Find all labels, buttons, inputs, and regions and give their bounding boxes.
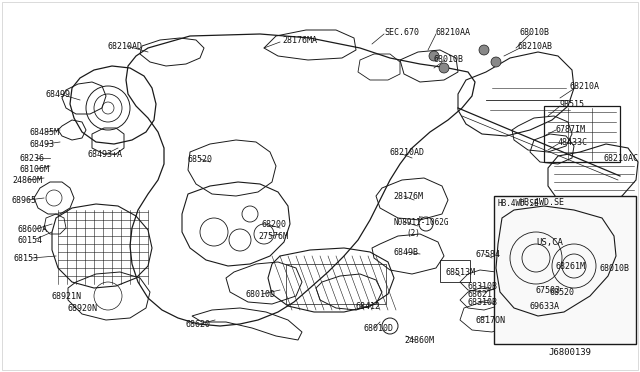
Text: 68965: 68965 (12, 196, 37, 205)
Text: 98515: 98515 (560, 100, 585, 109)
Text: 68485M: 68485M (30, 128, 60, 137)
Circle shape (491, 57, 501, 67)
Text: 68520: 68520 (188, 155, 213, 164)
Text: 67584: 67584 (476, 250, 501, 259)
Text: 68210AC: 68210AC (604, 154, 639, 163)
Text: 68210AA: 68210AA (436, 28, 471, 37)
Text: 68520: 68520 (550, 288, 575, 297)
Text: SEC.670: SEC.670 (384, 28, 419, 37)
Text: 68310B: 68310B (468, 298, 498, 307)
Text: 24860M: 24860M (404, 336, 434, 345)
Text: N08911-1062G: N08911-1062G (394, 218, 449, 227)
Text: 68620: 68620 (185, 320, 210, 329)
Text: 68106M: 68106M (20, 165, 50, 174)
Text: 68210AB: 68210AB (517, 42, 552, 51)
Text: 68010B: 68010B (434, 55, 464, 64)
Text: HB.4WD.SE: HB.4WD.SE (498, 199, 540, 208)
Text: (2): (2) (406, 229, 420, 238)
Text: 68236: 68236 (20, 154, 45, 163)
Text: 68200: 68200 (262, 220, 287, 229)
Bar (494, 196, 636, 344)
Text: 68261M: 68261M (555, 262, 585, 271)
Text: 27576M: 27576M (258, 232, 288, 241)
Text: 68210AD: 68210AD (390, 148, 425, 157)
Text: 67503: 67503 (536, 286, 561, 295)
Text: 6817ON: 6817ON (476, 316, 506, 325)
Text: 68513M: 68513M (445, 268, 475, 277)
Text: 68010D: 68010D (364, 324, 394, 333)
Text: 68153: 68153 (14, 254, 39, 263)
Bar (504, 276, 512, 284)
Text: 68310B: 68310B (468, 282, 498, 291)
Text: 68621: 68621 (468, 290, 493, 299)
Text: US,CA: US,CA (536, 238, 563, 247)
Text: 48433C: 48433C (558, 138, 588, 147)
Text: 68010B: 68010B (600, 264, 630, 273)
Text: 68010B: 68010B (520, 28, 550, 37)
Text: 6849B: 6849B (394, 248, 419, 257)
Text: HB.4WD.SE: HB.4WD.SE (520, 198, 565, 207)
Text: 68210AD: 68210AD (107, 42, 142, 51)
Text: 24860M: 24860M (12, 176, 42, 185)
Text: 68210A: 68210A (570, 82, 600, 91)
Text: 6787IM: 6787IM (555, 125, 585, 134)
Text: 68600A: 68600A (18, 225, 48, 234)
Bar (524, 230, 612, 272)
Text: 68010D: 68010D (246, 290, 276, 299)
Text: 68499: 68499 (46, 90, 71, 99)
Text: 68920N: 68920N (68, 304, 98, 313)
Text: N: N (419, 216, 423, 221)
Circle shape (479, 45, 489, 55)
Circle shape (429, 51, 439, 61)
Bar (544, 106, 620, 162)
Bar (504, 294, 512, 302)
Text: 28176MA: 28176MA (282, 36, 317, 45)
Text: 60154: 60154 (18, 236, 43, 245)
Bar (286, 264, 386, 304)
Text: 69633A: 69633A (530, 302, 560, 311)
Text: 68921N: 68921N (52, 292, 82, 301)
Circle shape (439, 63, 449, 73)
Bar (440, 260, 470, 282)
Text: J6800139: J6800139 (548, 348, 591, 357)
Text: 68412: 68412 (355, 302, 380, 311)
Text: 28176M: 28176M (393, 192, 423, 201)
Text: 68493+A: 68493+A (88, 150, 123, 159)
Text: 68493: 68493 (30, 140, 55, 149)
